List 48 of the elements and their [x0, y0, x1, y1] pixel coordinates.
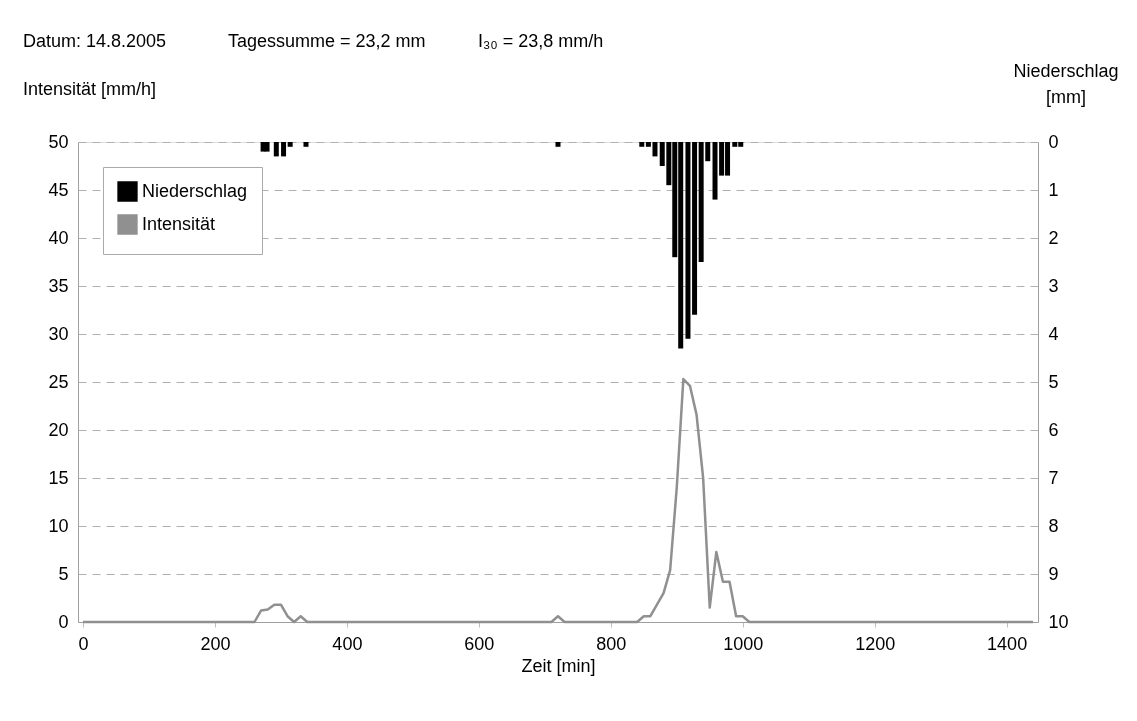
bar: [303, 142, 309, 147]
y-tick-label: 0: [58, 611, 69, 632]
bar: [685, 142, 691, 339]
x-tick-label: 600: [464, 633, 495, 654]
bar: [273, 142, 279, 157]
x-tick-label: 400: [332, 633, 363, 654]
bar: [287, 142, 293, 147]
legend-label: Niederschlag: [142, 180, 248, 201]
text: Datum: 14.8.2005: [23, 31, 167, 51]
x-tick-label: 1400: [987, 633, 1028, 654]
x-tick-label: 0: [78, 633, 89, 654]
y-tick-label: 15: [48, 467, 69, 488]
y2-tick-label: 2: [1048, 227, 1059, 248]
x-axis-title: Zeit [min]: [521, 655, 596, 676]
y-tick-label: 10: [48, 515, 69, 536]
bar: [692, 142, 698, 315]
y2-tick-label: 0: [1048, 131, 1059, 152]
y2-tick-label: 4: [1048, 323, 1059, 344]
y-tick-label: 25: [48, 371, 69, 392]
y-tick-label: 30: [48, 323, 69, 344]
text: Tagessumme = 23,2 mm: [228, 31, 426, 51]
y-tick-label: 45: [48, 179, 69, 200]
y2-tick-label: 3: [1048, 275, 1059, 296]
y-tick-label: 50: [48, 131, 69, 152]
bar: [555, 142, 561, 147]
x-tick-label: 1000: [723, 633, 764, 654]
line-series: [81, 377, 1035, 624]
x-tick-label: 200: [200, 633, 231, 654]
bar: [264, 142, 270, 152]
y2-tick-label: 1: [1048, 179, 1059, 200]
y-axis-title: Intensität [mm/h]: [23, 79, 157, 99]
y2-tick-label: 6: [1048, 419, 1059, 440]
bar: [281, 142, 287, 157]
y2-tick-label: 5: [1048, 371, 1059, 392]
y-tick-label: 5: [58, 563, 69, 584]
x-tick-label: 800: [596, 633, 627, 654]
text: I₃₀ = 23,8 mm/h: [478, 31, 604, 51]
y2-tick-label: 9: [1048, 563, 1059, 584]
y-tick-label: 40: [48, 227, 69, 248]
bar: [639, 142, 645, 147]
y-tick-label: 20: [48, 419, 69, 440]
y2-tick-label: 10: [1048, 611, 1069, 632]
legend-label: Intensität: [142, 213, 216, 234]
y2-axis-title: Niederschlag [mm]: [1013, 61, 1119, 107]
y2-tick-label: 8: [1048, 515, 1059, 536]
y2-tick-label: 7: [1048, 467, 1059, 488]
x-tick-label: 1200: [855, 633, 896, 654]
y-tick-label: 35: [48, 275, 69, 296]
